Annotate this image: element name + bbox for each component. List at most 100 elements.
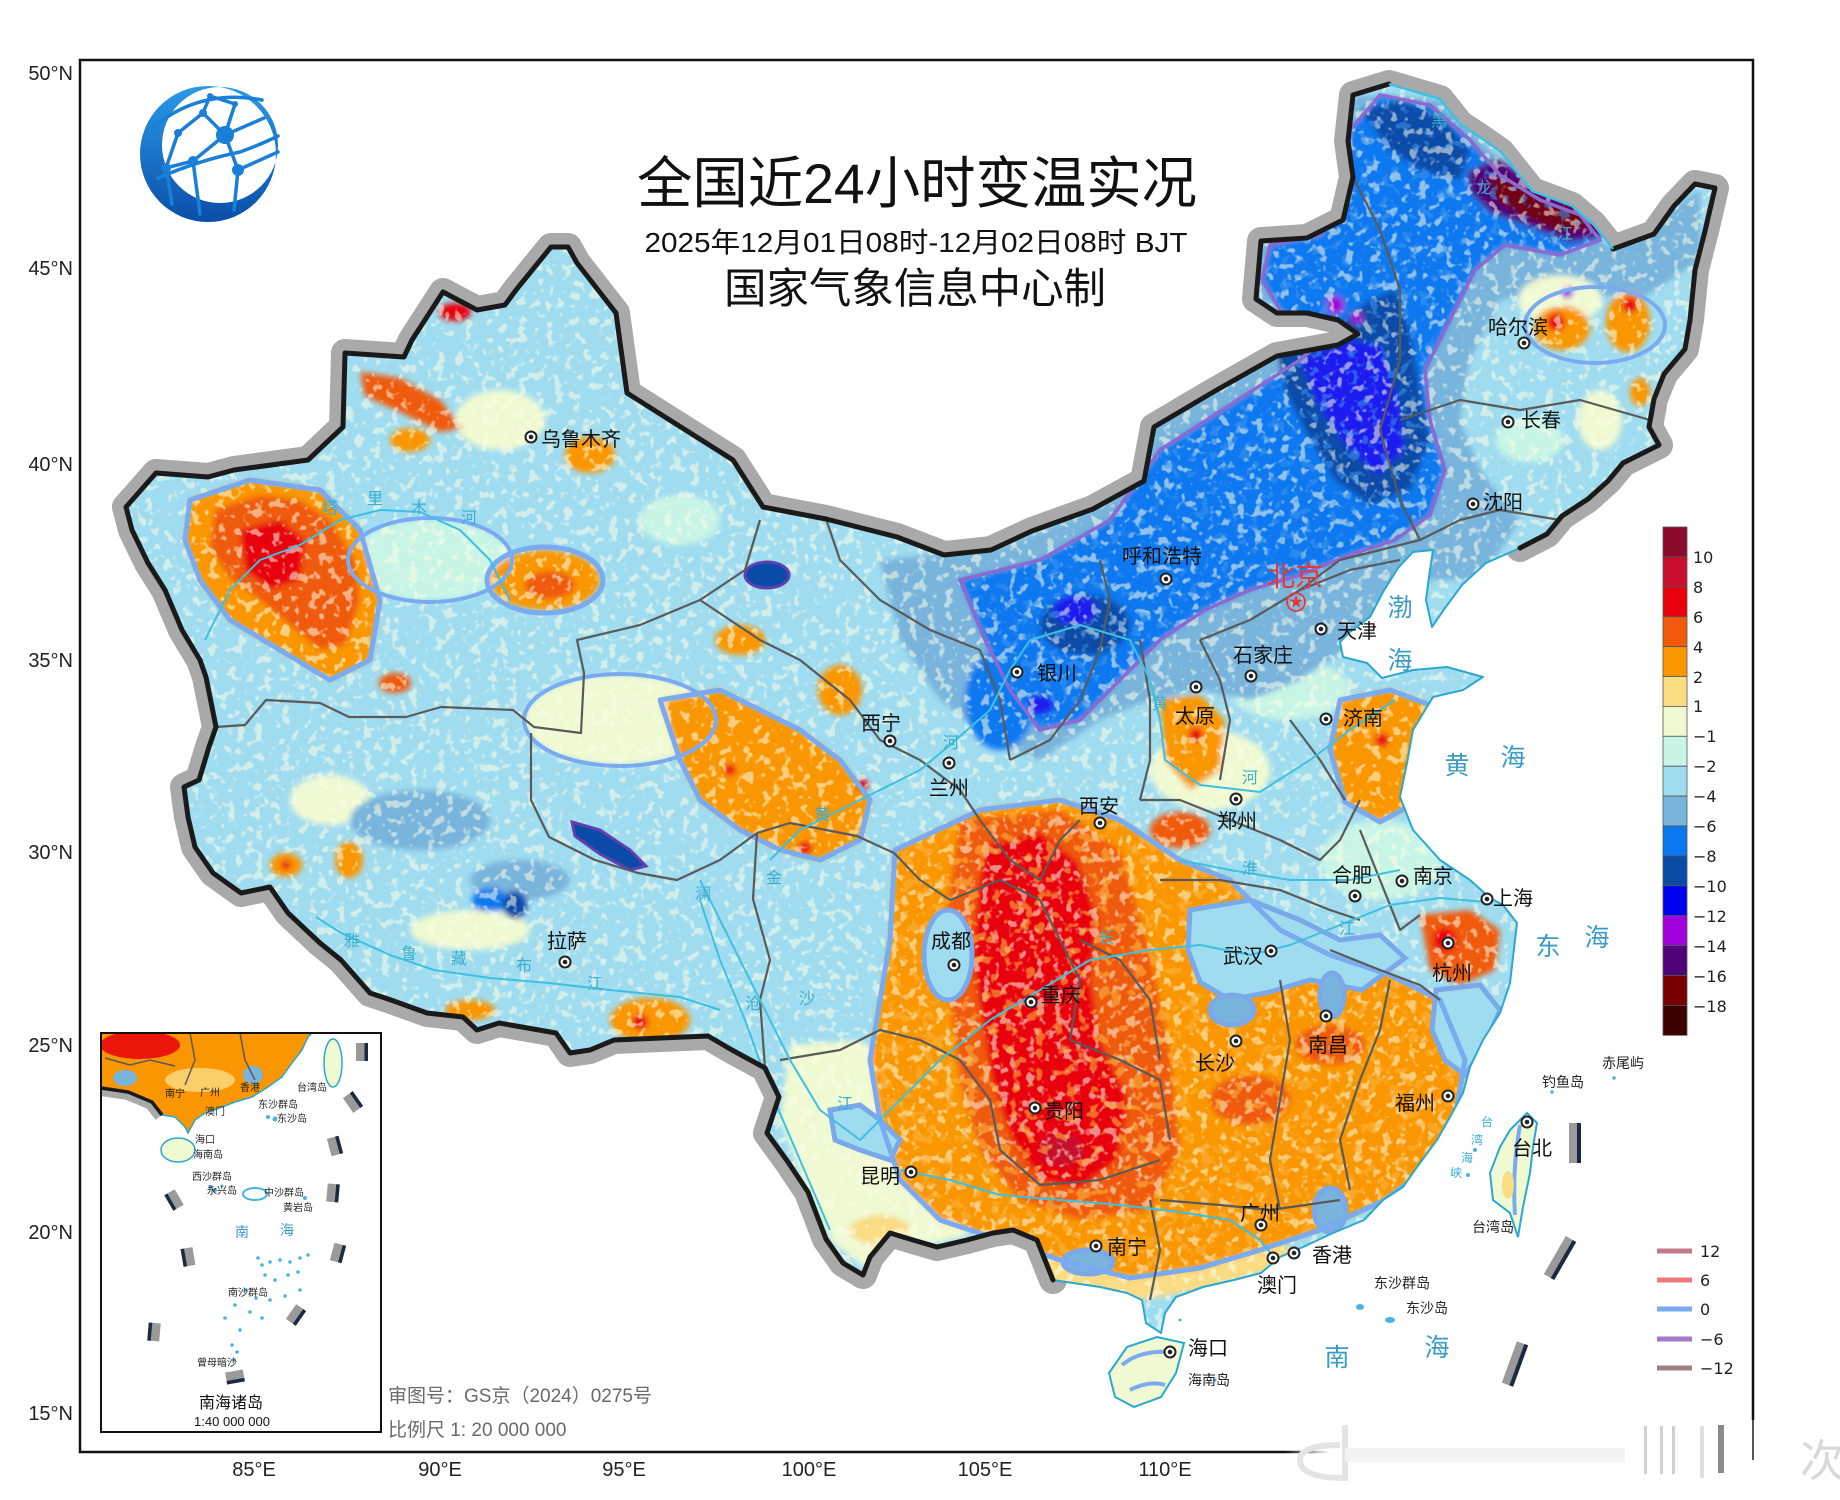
map-title: 全国近24小时变温实况 bbox=[637, 152, 1197, 215]
inset-warm-core bbox=[101, 1033, 180, 1059]
river-label: 河 bbox=[1242, 769, 1258, 787]
inset-label: 南宁 bbox=[165, 1087, 185, 1100]
sea-label-nanhai: 海 bbox=[1424, 1334, 1449, 1362]
city-label-shenyang: 沈阳 bbox=[1483, 491, 1523, 514]
colorbar-swatch bbox=[1662, 765, 1688, 797]
city-marker-dots bbox=[528, 340, 1530, 1355]
colorbar-swatch bbox=[1662, 975, 1688, 1006]
city-label-urumqi: 乌鲁木齐 bbox=[541, 428, 621, 451]
city-label-nanning: 南宁 bbox=[1107, 1236, 1147, 1259]
tarim-river bbox=[204, 509, 511, 641]
river-label: 黄 bbox=[814, 806, 830, 824]
capital-label: 北京 bbox=[1267, 561, 1323, 592]
inset-label: 中沙群岛 bbox=[264, 1186, 304, 1199]
city-label-hohhot: 呼和浩特 bbox=[1122, 545, 1202, 568]
colorbar-swatch bbox=[1662, 1005, 1688, 1036]
inset-province-lines bbox=[104, 1033, 256, 1086]
sea-label-huanghai: 黄 bbox=[1444, 752, 1469, 780]
city-label-nanchang: 南昌 bbox=[1308, 1034, 1348, 1057]
contour-legend-label: −6 bbox=[1700, 1330, 1724, 1349]
city-label-yinchuan: 银川 bbox=[1037, 662, 1077, 685]
coastline bbox=[1052, 547, 1521, 1334]
inset-label: 澳门 bbox=[205, 1105, 225, 1118]
colorbar-swatch bbox=[1662, 885, 1688, 917]
lat-tick-label: 20°N bbox=[28, 1222, 73, 1244]
sea-label-donghai: 海 bbox=[1584, 924, 1609, 952]
contour-legend-label: −12 bbox=[1700, 1359, 1734, 1378]
lat-tick-label: 35°N bbox=[28, 650, 73, 672]
map-approval-number: 审图号：GS京（2024）0275号 bbox=[388, 1385, 652, 1407]
lat-tick-label: 30°N bbox=[28, 842, 73, 864]
colorbar-tick-label: 6 bbox=[1693, 608, 1703, 627]
colorbar-tick-label: −2 bbox=[1693, 757, 1717, 776]
colorbar-tick-label: 8 bbox=[1693, 578, 1703, 597]
inset-south-china-sea: 南宁 广州 香港 澳门 台湾岛 东沙群岛 东沙岛 海口 海南岛 西沙群岛 永兴岛… bbox=[100, 1032, 382, 1433]
inset-label: 海口 bbox=[195, 1133, 215, 1146]
inset-map: 南宁 广州 香港 澳门 台湾岛 东沙群岛 东沙岛 海口 海南岛 西沙群岛 永兴岛… bbox=[101, 1033, 368, 1385]
longitude-axis: 85°E 90°E 95°E 100°E 105°E 110°E bbox=[232, 1459, 1191, 1481]
lat-tick-label: 25°N bbox=[28, 1035, 73, 1057]
inset-labels: 南宁 广州 香港 澳门 台湾岛 东沙群岛 东沙岛 海口 海南岛 西沙群岛 永兴岛… bbox=[165, 1081, 327, 1369]
colorbar-tick-label: 1 bbox=[1693, 697, 1703, 716]
lat-tick-label: 40°N bbox=[28, 454, 73, 476]
lon-tick-label: 105°E bbox=[958, 1459, 1013, 1481]
city-label-shijiazhuang: 石家庄 bbox=[1233, 644, 1293, 667]
city-label-xining: 西宁 bbox=[861, 712, 901, 735]
map-scale: 比例尺 1: 20 000 000 bbox=[388, 1419, 567, 1441]
watermark-logo-icon bbox=[1296, 1425, 1348, 1482]
inset-scale: 1:40 000 000 bbox=[194, 1414, 270, 1429]
river-label: 江 bbox=[1557, 225, 1573, 243]
island-label-hainan: 海南岛 bbox=[1188, 1372, 1230, 1388]
watermark-streak bbox=[1345, 1448, 1625, 1462]
colorbar-tick-label: −8 bbox=[1693, 847, 1717, 866]
inset-islands bbox=[208, 1115, 310, 1362]
colorbar-swatch bbox=[1662, 586, 1688, 618]
taiwan-contour bbox=[1512, 1124, 1522, 1216]
colorbar-swatch bbox=[1662, 556, 1688, 588]
inset-label: 海南岛 bbox=[193, 1148, 223, 1161]
colorbar-swatch bbox=[1662, 646, 1688, 677]
colorbar-tick-label: −18 bbox=[1693, 997, 1727, 1016]
inset-border bbox=[101, 1086, 164, 1117]
lon-tick-label: 110°E bbox=[1138, 1459, 1191, 1481]
latitude-axis: 50°N 45°N 40°N 35°N 30°N 25°N 20°N 15°N bbox=[28, 63, 73, 1425]
field-cool-pockets bbox=[570, 560, 1503, 1277]
river-label: 澜 bbox=[695, 885, 711, 903]
star-icon bbox=[1289, 595, 1303, 608]
sea-label-huanghai: 海 bbox=[1500, 744, 1525, 772]
city-label-hefei: 合肥 bbox=[1332, 864, 1372, 887]
sea-labels: 渤 海 黄 海 东 海 南 海 bbox=[1324, 594, 1609, 1372]
watermark-bars bbox=[1644, 1420, 1754, 1478]
map-frame bbox=[78, 58, 1755, 1454]
city-label-kunming: 昆明 bbox=[860, 1166, 900, 1188]
colorbar-swatch bbox=[1662, 855, 1688, 887]
strait-label: 海 bbox=[1461, 1150, 1473, 1165]
colorbar-tick-label: −6 bbox=[1693, 817, 1717, 836]
colorbar-tick-label: −1 bbox=[1693, 727, 1717, 746]
river-label: 里 bbox=[367, 490, 383, 508]
city-label-hangzhou: 杭州 bbox=[1432, 962, 1472, 985]
taiwan-warm-patch bbox=[1502, 1171, 1514, 1199]
watermark-glyph: 次 bbox=[1800, 1437, 1840, 1486]
city-label-changsha: 长沙 bbox=[1195, 1052, 1235, 1075]
river-label: 沙 bbox=[799, 991, 815, 1008]
rivers bbox=[204, 509, 1486, 1256]
sea-label-nanhai: 南 bbox=[1324, 1344, 1349, 1372]
lon-tick-label: 95°E bbox=[602, 1459, 646, 1481]
inset-pale-patch bbox=[165, 1068, 235, 1092]
contour-legend-label: 0 bbox=[1700, 1300, 1710, 1319]
city-label-guiyang: 贵阳 bbox=[1044, 1100, 1084, 1123]
river-label: 淮 bbox=[1242, 860, 1258, 878]
colorbar-swatch bbox=[1662, 616, 1688, 648]
city-label-tianjin: 天津 bbox=[1337, 620, 1377, 643]
colorbar-tick-label: 10 bbox=[1693, 548, 1713, 567]
colorbar-swatch bbox=[1662, 706, 1688, 737]
colorbar-swatch bbox=[1662, 915, 1688, 947]
inset-label: 东沙群岛 bbox=[258, 1098, 298, 1111]
river-label: 河 bbox=[943, 734, 959, 752]
faded-watermark: 次 bbox=[1285, 1420, 1840, 1486]
river-label: 金 bbox=[766, 869, 782, 887]
lancang-river bbox=[699, 899, 831, 1231]
sea-label-donghai: 东 bbox=[1535, 933, 1560, 961]
